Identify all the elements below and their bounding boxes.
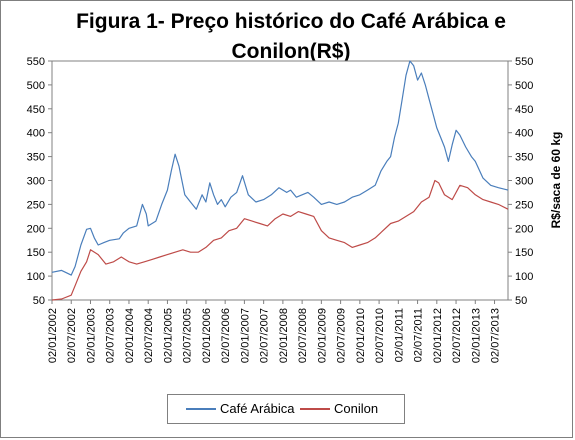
x-tick-label: 02/01/2012 <box>432 308 444 363</box>
legend: Café Arábica Conilon <box>167 394 405 424</box>
y-tick-label-left: 500 <box>27 80 45 92</box>
y-tick-label-right: 150 <box>515 247 533 259</box>
y-tick-label-right: 100 <box>515 271 533 283</box>
x-tick-label: 02/01/2007 <box>239 308 251 363</box>
x-tick-label: 02/07/2003 <box>105 308 117 363</box>
x-tick-label: 02/01/2010 <box>355 308 367 363</box>
y-tick-label-right: 550 <box>515 56 533 68</box>
plot-area <box>51 60 509 301</box>
series-line-conilon <box>51 179 509 301</box>
y-axis-right-label: R$/saca de 60 kg <box>549 132 563 229</box>
series-line-arabica <box>51 60 509 276</box>
legend-swatch-arabica <box>186 408 216 410</box>
x-tick-label: 02/01/2002 <box>47 308 59 363</box>
y-tick-label-right: 500 <box>515 80 533 92</box>
y-tick-label-left: 50 <box>33 295 45 307</box>
x-tick-label: 02/07/2012 <box>451 308 463 363</box>
x-tick-label: 02/01/2013 <box>470 308 482 363</box>
x-tick-label: 02/01/2006 <box>201 308 213 363</box>
x-tick-label: 02/07/2005 <box>182 308 194 363</box>
x-tick-label: 02/01/2011 <box>393 308 405 362</box>
y-tick-label-left: 550 <box>27 56 45 68</box>
y-tick-label-left: 350 <box>27 152 45 164</box>
x-tick-label: 02/07/2008 <box>297 308 309 363</box>
y-tick-label-left: 450 <box>27 104 45 116</box>
y-axis-left: 50 100 150 200 250 300 350 400 450 500 550 <box>27 56 52 307</box>
x-tick-label: 02/01/2008 <box>278 308 290 363</box>
x-tick-label: 02/07/2013 <box>490 308 502 363</box>
y-tick-label-left: 400 <box>27 128 45 140</box>
y-tick-label-right: 50 <box>515 295 527 307</box>
y-tick-label-left: 250 <box>27 199 45 211</box>
x-tick-label: 02/01/2009 <box>316 308 328 363</box>
y-tick-label-left: 200 <box>27 223 45 235</box>
x-tick-label: 02/07/2004 <box>143 308 155 363</box>
series-lines <box>51 60 509 301</box>
x-tick-label: 02/07/2007 <box>259 308 271 363</box>
x-axis: 02/01/2002 02/07/2002 02/01/2003 02/07/2003… <box>47 300 502 363</box>
y-tick-label-right: 450 <box>515 104 533 116</box>
legend-label-conilon: Conilon <box>334 401 379 416</box>
y-tick-label-right: 200 <box>515 223 533 235</box>
x-tick-label: 02/07/2010 <box>374 308 386 363</box>
y-tick-label-left: 100 <box>27 271 45 283</box>
x-tick-label: 02/01/2004 <box>124 308 136 363</box>
y-tick-label-right: 250 <box>515 199 533 211</box>
x-tick-label: 02/07/2002 <box>66 308 78 363</box>
legend-swatch-conilon <box>300 408 330 410</box>
y-tick-label-left: 300 <box>27 176 45 188</box>
y-axis-right: 50 100 150 200 250 300 350 400 450 500 550 <box>508 56 533 307</box>
y-tick-label-left: 150 <box>27 247 45 259</box>
chart-title: Figura 1- Preço histórico do Café Arábic… <box>76 10 506 63</box>
x-tick-label: 02/07/2011 <box>413 308 425 362</box>
x-tick-label: 02/07/2006 <box>220 308 232 363</box>
y-tick-label-right: 300 <box>515 176 533 188</box>
y-tick-label-right: 400 <box>515 128 533 140</box>
x-tick-label: 02/01/2003 <box>85 308 97 363</box>
legend-label-arabica: Café Arábica <box>220 401 295 416</box>
x-tick-label: 02/01/2005 <box>162 308 174 363</box>
x-tick-label: 02/07/2009 <box>336 308 348 363</box>
y-tick-label-right: 350 <box>515 152 533 164</box>
